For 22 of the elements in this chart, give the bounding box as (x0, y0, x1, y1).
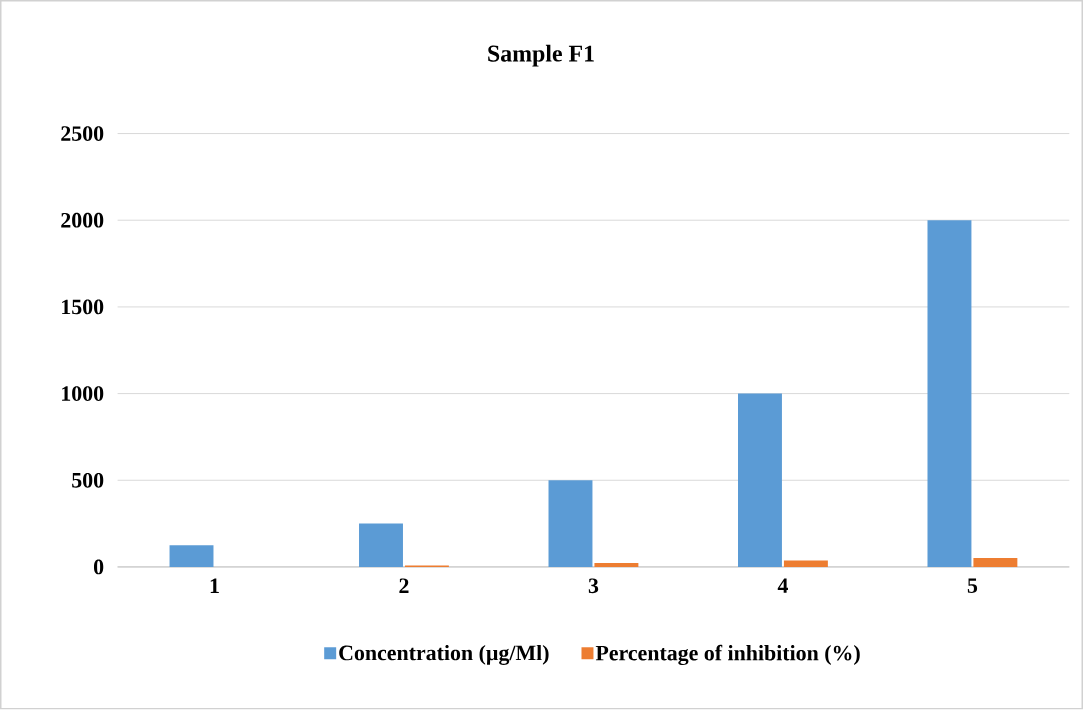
x-tick-label: 4 (777, 578, 788, 594)
chart-title: Sample F1 (488, 45, 594, 67)
y-tick-label: 1000 (62, 386, 104, 402)
legend-label: Concentration (µg/Ml) (339, 645, 549, 666)
bar (548, 480, 593, 568)
bar (738, 393, 782, 568)
bar (359, 523, 403, 568)
y-tick-label: 0 (93, 559, 104, 575)
x-tick-label: 2 (399, 578, 409, 594)
bar (973, 558, 1018, 568)
x-tick-label: 5 (967, 578, 978, 594)
x-tick-label: 3 (588, 578, 599, 594)
x-tick-label: 1 (210, 578, 219, 594)
y-tick-label: 500 (72, 473, 104, 488)
y-tick-label: 1500 (62, 299, 104, 315)
bar (594, 563, 639, 568)
legend-label: Percentage of inhibition (%) (595, 645, 860, 666)
bar (169, 545, 214, 568)
y-tick-label: 2500 (61, 126, 104, 142)
bar (783, 560, 828, 568)
y-tick-label: 2000 (61, 213, 104, 228)
bar (927, 220, 972, 568)
